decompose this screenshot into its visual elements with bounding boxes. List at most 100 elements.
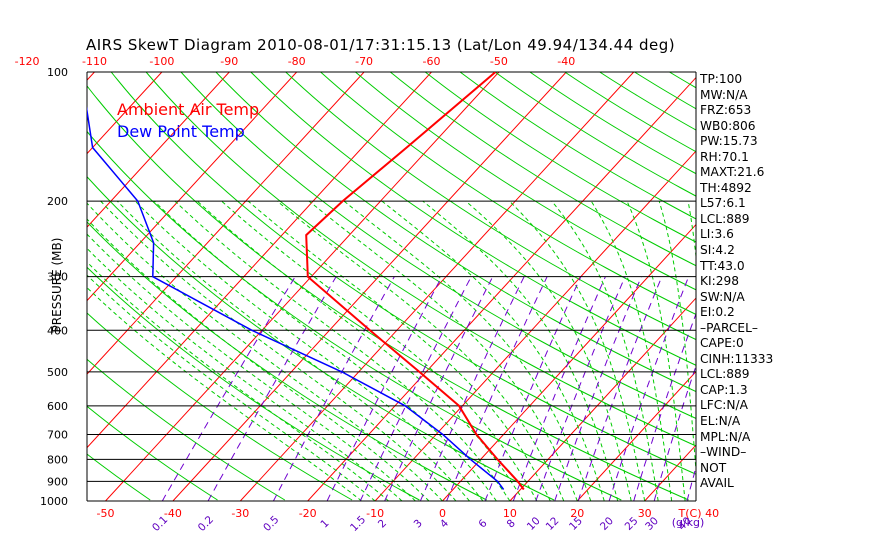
mixing-ratio-tick-label: 10: [525, 515, 543, 533]
bottom-temp-tick-label: -10: [366, 507, 384, 520]
bottom-temp-tick-label: -20: [299, 507, 317, 520]
top-temp-tick-label: -40: [557, 55, 575, 68]
bottom-temp-tick-label: -50: [97, 507, 115, 520]
stats-panel: TP:100 MW:N/A FRZ:653 WB0:806 PW:15.73 RH:70.…: [700, 72, 773, 492]
moist-adiabat-line: [87, 261, 389, 501]
mixing-ratio-unit-label: (g/kg): [672, 516, 705, 529]
bottom-temp-tick-label: 30: [638, 507, 652, 520]
dry-adiabat-line: [87, 405, 218, 501]
mixing-ratio-line: [608, 276, 690, 501]
stat-line: LFC:N/A: [700, 398, 748, 413]
top-temp-tick-label: -90: [220, 55, 238, 68]
top-temp-tick-label: -110: [82, 55, 107, 68]
mixing-ratio-line: [512, 276, 606, 501]
stat-line: TP:100: [700, 72, 743, 86]
mixing-ratio-line: [272, 276, 395, 501]
mixing-ratio-line: [161, 276, 296, 501]
moist-adiabat-line: [551, 200, 659, 501]
isotherm-line: [172, 72, 567, 501]
pressure-tick-label: 200: [47, 195, 68, 208]
moist-adiabat-line: [658, 200, 696, 477]
y-axis-label: PRESSURE (MB): [50, 237, 64, 333]
dry-adiabat-line: [285, 72, 696, 341]
dry-adiabat-line: [355, 72, 696, 291]
stat-line: TT:43.0: [700, 258, 745, 273]
stat-line: L57:6.1: [700, 196, 746, 211]
mixing-ratio-tick-label: 0.5: [261, 514, 281, 534]
isotherm-line: [0, 72, 27, 501]
dry-adiabat-line: [529, 72, 696, 175]
moist-adiabat-line: [276, 200, 565, 501]
top-temp-tick-label: -100: [149, 55, 174, 68]
isotherm-line: [87, 72, 230, 228]
dry-adiabat-line: [250, 72, 696, 366]
mixing-ratio-line: [359, 276, 472, 501]
moist-adiabat-line: [590, 200, 673, 501]
isotherm-line: [374, 150, 696, 501]
chart-title: AIRS SkewT Diagram 2010-08-01/17:31:15.1…: [86, 36, 676, 54]
dry-adiabat-line: [145, 72, 696, 447]
stat-line: CINH:11333: [700, 351, 774, 366]
dry-adiabat-line: [809, 72, 870, 500]
pressure-tick-label: 400: [47, 324, 68, 337]
top-temp-tick-label: -80: [288, 55, 306, 68]
pressure-tick-label: 300: [47, 271, 68, 284]
mixing-ratio-line: [653, 364, 696, 501]
ambient-air-temp-line: [305, 72, 525, 491]
dry-adiabat-line: [87, 358, 286, 501]
isotherm-line: [87, 72, 163, 155]
mixing-ratio-line: [633, 312, 696, 501]
stat-line: CAP:1.3: [700, 382, 748, 397]
mixing-ratio-line: [446, 276, 548, 501]
stat-line: LCL:889: [700, 211, 750, 226]
isotherm-line: [509, 297, 696, 501]
mixing-ratio-tick-label: 20: [598, 515, 616, 533]
pressure-tick-label: 700: [47, 429, 68, 442]
mixing-ratio-line: [419, 276, 525, 501]
stat-line: EL:N/A: [700, 414, 741, 429]
dry-adiabat-line: [215, 72, 696, 393]
stat-line: MAXT:21.6: [700, 165, 765, 180]
isotherm-line: [847, 72, 870, 501]
dry-adiabat-line: [424, 72, 696, 243]
top-temp-tick-label: -60: [423, 55, 441, 68]
moist-adiabat-line: [87, 202, 443, 501]
isotherm-line: [780, 72, 870, 501]
moist-adiabat-line: [153, 200, 497, 501]
top-temp-tick-label: -70: [355, 55, 373, 68]
dry-adiabat-line: [774, 72, 870, 500]
stat-line: RH:70.1: [700, 149, 749, 164]
moist-adiabat-line: [221, 200, 538, 501]
mixing-ratio-tick-label: 12: [544, 515, 562, 533]
mixing-ratio-tick-label: 3: [412, 517, 425, 530]
bottom-temp-tick-label: -30: [231, 507, 249, 520]
bottom-temp-tick-label: 10: [503, 507, 517, 520]
stat-line: –PARCEL–: [700, 320, 758, 335]
dry-adiabat-line: [564, 72, 696, 153]
moist-adiabat-line: [381, 200, 605, 501]
mixing-ratio-tick-label: 1: [318, 517, 331, 530]
bottom-temp-tick-label: 40: [705, 507, 719, 520]
dry-adiabat-line: [0, 72, 83, 500]
mixing-ratio-tick-label: 6: [476, 517, 489, 530]
stat-line: EI:0.2: [700, 305, 735, 320]
mixing-ratio-line: [207, 276, 337, 501]
stat-line: LCL:889: [700, 367, 750, 382]
mixing-ratio-line: [577, 276, 663, 501]
legend-dew-point-temp: Dew Point Temp: [117, 122, 245, 141]
stat-line: PW:15.73: [700, 134, 758, 149]
mixing-ratio-tick-label: 2: [376, 517, 389, 530]
dry-adiabat-line: [389, 72, 696, 267]
dry-adiabat-line: [180, 72, 696, 419]
isotherm-line: [442, 223, 696, 501]
dry-adiabat-line: [459, 72, 696, 220]
isotherm-line: [87, 72, 365, 375]
moist-adiabat-line: [626, 200, 686, 501]
dew-point-temp-line: [87, 106, 505, 490]
pressure-tick-label: 100: [47, 66, 68, 79]
mixing-ratio-line: [535, 276, 626, 501]
pressure-tick-label: 1000: [40, 495, 68, 508]
mixing-ratio-tick-label: 0.2: [196, 514, 216, 534]
bottom-temp-tick-label: -40: [164, 507, 182, 520]
